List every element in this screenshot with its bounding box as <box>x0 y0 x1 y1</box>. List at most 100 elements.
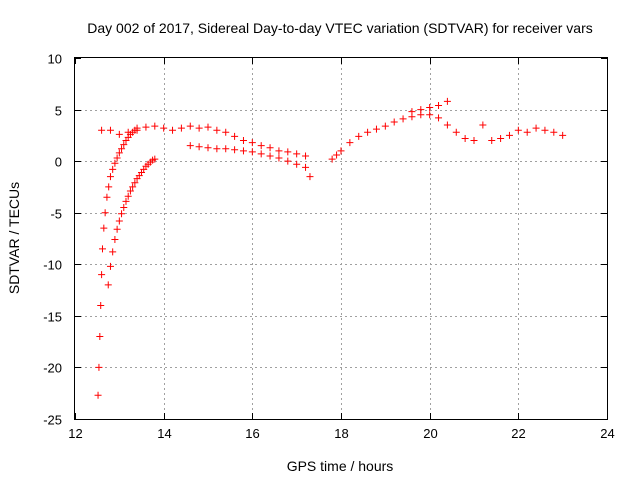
data-point <box>293 150 301 158</box>
data-point <box>103 193 111 201</box>
data-point <box>257 142 265 150</box>
data-point <box>293 160 301 168</box>
x-tick-label: 22 <box>511 426 525 441</box>
data-point <box>532 124 540 132</box>
data-point <box>222 145 230 153</box>
data-point <box>408 108 416 116</box>
data-point <box>306 173 314 181</box>
x-tick-label: 16 <box>245 426 259 441</box>
data-point <box>559 131 567 139</box>
data-point <box>381 122 389 130</box>
data-point <box>541 126 549 134</box>
data-point <box>435 101 443 109</box>
data-point <box>452 128 460 136</box>
data-point <box>106 126 114 134</box>
data-point <box>239 137 247 145</box>
y-tick-label: -25 <box>43 413 62 428</box>
data-point <box>120 204 128 212</box>
data-point <box>284 157 292 165</box>
data-point <box>417 106 425 114</box>
series-group-0 <box>94 124 141 399</box>
data-point <box>169 126 177 134</box>
series-group-1 <box>104 155 159 289</box>
data-point <box>131 179 139 187</box>
data-point <box>98 271 106 279</box>
points-layer <box>94 97 567 399</box>
data-point <box>96 332 104 340</box>
data-point <box>302 152 310 160</box>
data-point <box>231 132 239 140</box>
data-point <box>248 139 256 147</box>
data-point <box>488 137 496 145</box>
data-point <box>275 147 283 155</box>
data-point <box>105 183 113 191</box>
data-point <box>118 210 126 218</box>
data-point <box>231 146 239 154</box>
x-tick-label: 12 <box>68 426 82 441</box>
data-point <box>195 143 203 151</box>
data-point <box>129 183 137 191</box>
data-point <box>115 149 123 157</box>
data-point <box>550 128 558 136</box>
y-tick-label: -10 <box>43 258 62 273</box>
data-point <box>133 126 141 134</box>
data-point <box>122 197 130 205</box>
data-point <box>97 302 105 310</box>
data-point <box>98 245 106 253</box>
chart-title: Day 002 of 2017, Sidereal Day-to-day VTE… <box>87 20 593 36</box>
data-point <box>222 128 230 136</box>
data-point <box>126 187 134 195</box>
data-point <box>101 209 109 217</box>
series-group-5 <box>408 97 451 116</box>
data-point <box>100 224 108 232</box>
data-point <box>333 151 341 159</box>
data-point <box>337 147 345 155</box>
data-point <box>346 139 354 147</box>
data-point <box>111 236 119 244</box>
plot-frame <box>74 57 608 420</box>
data-point <box>195 124 203 132</box>
data-point <box>443 97 451 105</box>
y-tick-label: -20 <box>43 361 62 376</box>
data-point <box>204 123 212 131</box>
data-point <box>177 124 185 132</box>
data-point <box>426 104 434 112</box>
data-point <box>505 131 513 139</box>
y-tick-label: 0 <box>55 155 62 170</box>
y-tick-label: 5 <box>55 104 62 119</box>
ticks-layer: 12 14 16 18 20 22 24 -25 -20 -15 -10 -5 0 5 10 <box>43 52 615 442</box>
data-point <box>239 147 247 155</box>
data-point <box>257 150 265 158</box>
data-point <box>364 128 372 136</box>
data-point <box>497 134 505 142</box>
data-point <box>115 130 123 138</box>
data-point <box>461 134 469 142</box>
data-point <box>399 115 407 123</box>
data-point <box>390 118 398 126</box>
x-axis-title: GPS time / hours <box>287 458 394 474</box>
data-point <box>113 225 121 233</box>
data-point <box>113 154 121 162</box>
data-point <box>213 145 221 153</box>
x-tick-label: 18 <box>334 426 348 441</box>
x-tick-label: 14 <box>157 426 171 441</box>
data-point <box>115 217 123 225</box>
data-point <box>124 192 132 200</box>
data-point <box>95 363 103 371</box>
grid-layer <box>75 58 607 419</box>
y-axis-title: SDTVAR / TECUs <box>6 182 22 294</box>
series-group-2 <box>98 122 314 181</box>
data-point <box>213 126 221 134</box>
data-point <box>151 155 159 163</box>
data-point <box>118 145 126 153</box>
series-group-6 <box>470 121 567 145</box>
data-point <box>523 128 531 136</box>
data-point <box>124 128 132 136</box>
data-point <box>479 121 487 129</box>
data-point <box>160 124 168 132</box>
data-point <box>266 152 274 160</box>
y-tick-label: 10 <box>48 52 62 67</box>
series-group-3 <box>186 142 310 171</box>
data-point <box>426 111 434 119</box>
